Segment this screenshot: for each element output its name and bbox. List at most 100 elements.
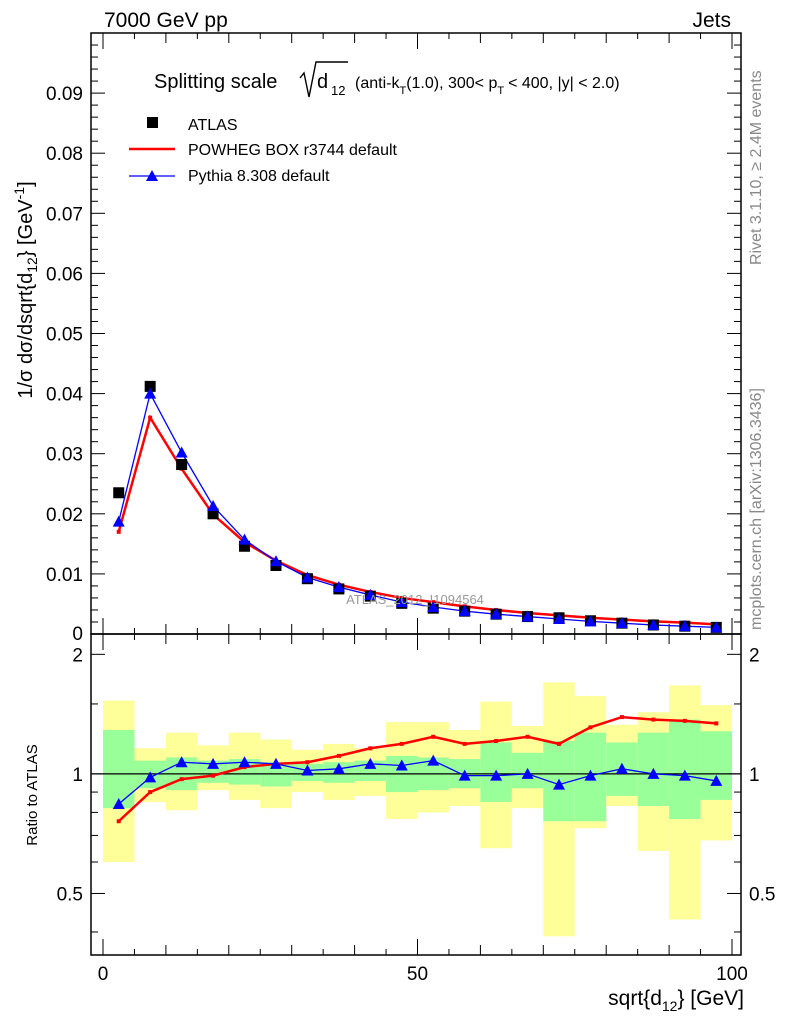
pythia-point xyxy=(584,615,597,627)
main-data-layer xyxy=(112,380,723,633)
band-inner xyxy=(103,729,135,809)
ratio-powheg-point xyxy=(588,725,593,730)
ratio-pythia-point xyxy=(207,757,220,769)
x-tick-label: 100 xyxy=(716,964,748,985)
ratio-pythia-point xyxy=(615,762,628,774)
ratio-tick-labels: 0.5 0.5 1 1 2 2 0 50 100 xyxy=(57,645,776,985)
powheg-point xyxy=(148,415,153,420)
ratio-pythia-point xyxy=(364,757,377,769)
ratio-powheg-point xyxy=(651,717,656,722)
main-title-text: Splitting scale xyxy=(154,71,277,93)
pythia-point xyxy=(112,515,125,527)
main-title-sqrt-sub: 12 xyxy=(331,83,345,98)
ratio-pythia-point xyxy=(521,767,534,779)
pythia-point xyxy=(427,600,440,612)
x-tick-label: 50 xyxy=(407,964,428,985)
main-y-tick-labels: 0.01 0.02 0.03 0.04 0.05 0.06 0.07 0.08 0.09 0 xyxy=(46,84,83,645)
atlas-point xyxy=(207,508,219,520)
ratio-y-tick-label: 2 xyxy=(72,645,83,666)
ratio-y-tick-label-right: 0.5 xyxy=(749,884,775,905)
ratio-pythia-point xyxy=(269,757,282,769)
atlas-point xyxy=(176,459,188,471)
ratio-powheg-point xyxy=(336,753,341,758)
ratio-y-axis-label: Ratio to ATLAS xyxy=(24,744,41,845)
ratio-powheg-point xyxy=(148,790,153,795)
ratio-pythia-point xyxy=(647,767,660,779)
ratio-powheg-point xyxy=(305,760,310,765)
ratio-powheg-point xyxy=(619,715,624,720)
ratio-powheg-point xyxy=(557,741,562,746)
ratio-pythia-point xyxy=(332,762,345,774)
ratio-pythia-point xyxy=(458,769,471,781)
rivet-label: Rivet 3.1.10, ≥ 2.4M events xyxy=(748,70,765,265)
ratio-pythia-point xyxy=(490,769,503,781)
pythia-point xyxy=(144,387,157,399)
ratio-pythia-point xyxy=(584,769,597,781)
ratio-powheg-point xyxy=(462,741,467,746)
main-y-tick-label: 0.04 xyxy=(46,385,83,406)
pythia-point xyxy=(269,555,282,567)
pythia-point xyxy=(175,446,188,458)
main-y-tick-label: 0.06 xyxy=(46,264,83,285)
ratio-frame xyxy=(90,633,742,956)
legend: ATLAS POWHEG BOX r3744 default Pythia 8.… xyxy=(129,117,398,185)
x-axis-label: sqrt{d12} [GeV] xyxy=(608,987,744,1014)
main-title-details: (anti-kT(1.0), 300< pT < 400, |y| < 2.0) xyxy=(355,75,620,97)
ratio-pythia-line xyxy=(118,759,717,805)
pythia-point xyxy=(490,608,503,620)
pythia-point xyxy=(553,612,566,624)
pythia-point xyxy=(678,620,691,632)
main-title: Splitting scale d 12 (anti-kT(1.0), 300<… xyxy=(154,61,620,98)
main-y-tick-label: 0.08 xyxy=(46,144,83,165)
analysis-watermark: ATLAS_2012_I1094564 xyxy=(346,592,484,607)
main-y-tick-label: 0.03 xyxy=(46,445,83,466)
legend-atlas-marker xyxy=(147,117,158,128)
main-y-tick-label: 0.05 xyxy=(46,325,83,346)
ratio-pythia-point xyxy=(238,756,251,768)
main-y-tick-label: 0.02 xyxy=(46,505,83,526)
ratio-powheg-point xyxy=(211,773,216,778)
pythia-point xyxy=(458,605,471,617)
header-left: 7000 GeV pp xyxy=(104,9,228,32)
sqrt-symbol xyxy=(299,61,348,98)
band-inner xyxy=(700,731,732,800)
ratio-pythia-point xyxy=(301,764,314,776)
pythia-point xyxy=(647,618,660,630)
legend-atlas-label: ATLAS xyxy=(188,117,238,134)
ratio-uncertainty-bands xyxy=(103,682,732,937)
main-y-tick-label: 0.09 xyxy=(46,84,83,105)
ratio-pythia-point xyxy=(175,756,188,768)
ratio-powheg-point xyxy=(525,734,530,739)
pythia-point xyxy=(395,596,408,608)
header-right: Jets xyxy=(692,9,731,32)
ratio-pythia-point xyxy=(427,754,440,766)
atlas-point xyxy=(239,540,251,552)
x-tick-label: 0 xyxy=(98,964,109,985)
pythia-point xyxy=(521,610,534,622)
ratio-powheg-point xyxy=(494,739,499,744)
ratio-pythia-point xyxy=(553,778,566,790)
ratio-y-tick-label-right: 2 xyxy=(749,645,760,666)
main-y-axis-label: 1/σ dσ/dsqrt{d12} [GeV-1] xyxy=(11,181,40,398)
ratio-pythia-point xyxy=(678,769,691,781)
atlas-point xyxy=(144,380,156,392)
ratio-pythia-point xyxy=(144,771,157,783)
main-y-tick-label: 0.01 xyxy=(46,565,83,586)
ratio-plot-area xyxy=(90,633,742,956)
pythia-point xyxy=(332,581,345,593)
ratio-pythia-point xyxy=(710,774,723,786)
ratio-powheg-point xyxy=(368,746,373,751)
atlas-point xyxy=(113,487,125,499)
ratio-pythia-point xyxy=(112,797,125,809)
ratio-powheg-point xyxy=(714,721,719,726)
pythia-point xyxy=(301,571,314,583)
legend-pythia-label: Pythia 8.308 default xyxy=(188,168,330,185)
main-y-tick-label: 0.07 xyxy=(46,204,83,225)
ratio-powheg-line xyxy=(117,715,717,823)
legend-powheg-label: POWHEG BOX r3744 default xyxy=(188,142,398,159)
band-inner xyxy=(669,719,701,819)
pythia-point xyxy=(238,533,251,545)
ratio-pythia-point xyxy=(395,759,408,771)
ratio-powheg-point xyxy=(399,741,404,746)
